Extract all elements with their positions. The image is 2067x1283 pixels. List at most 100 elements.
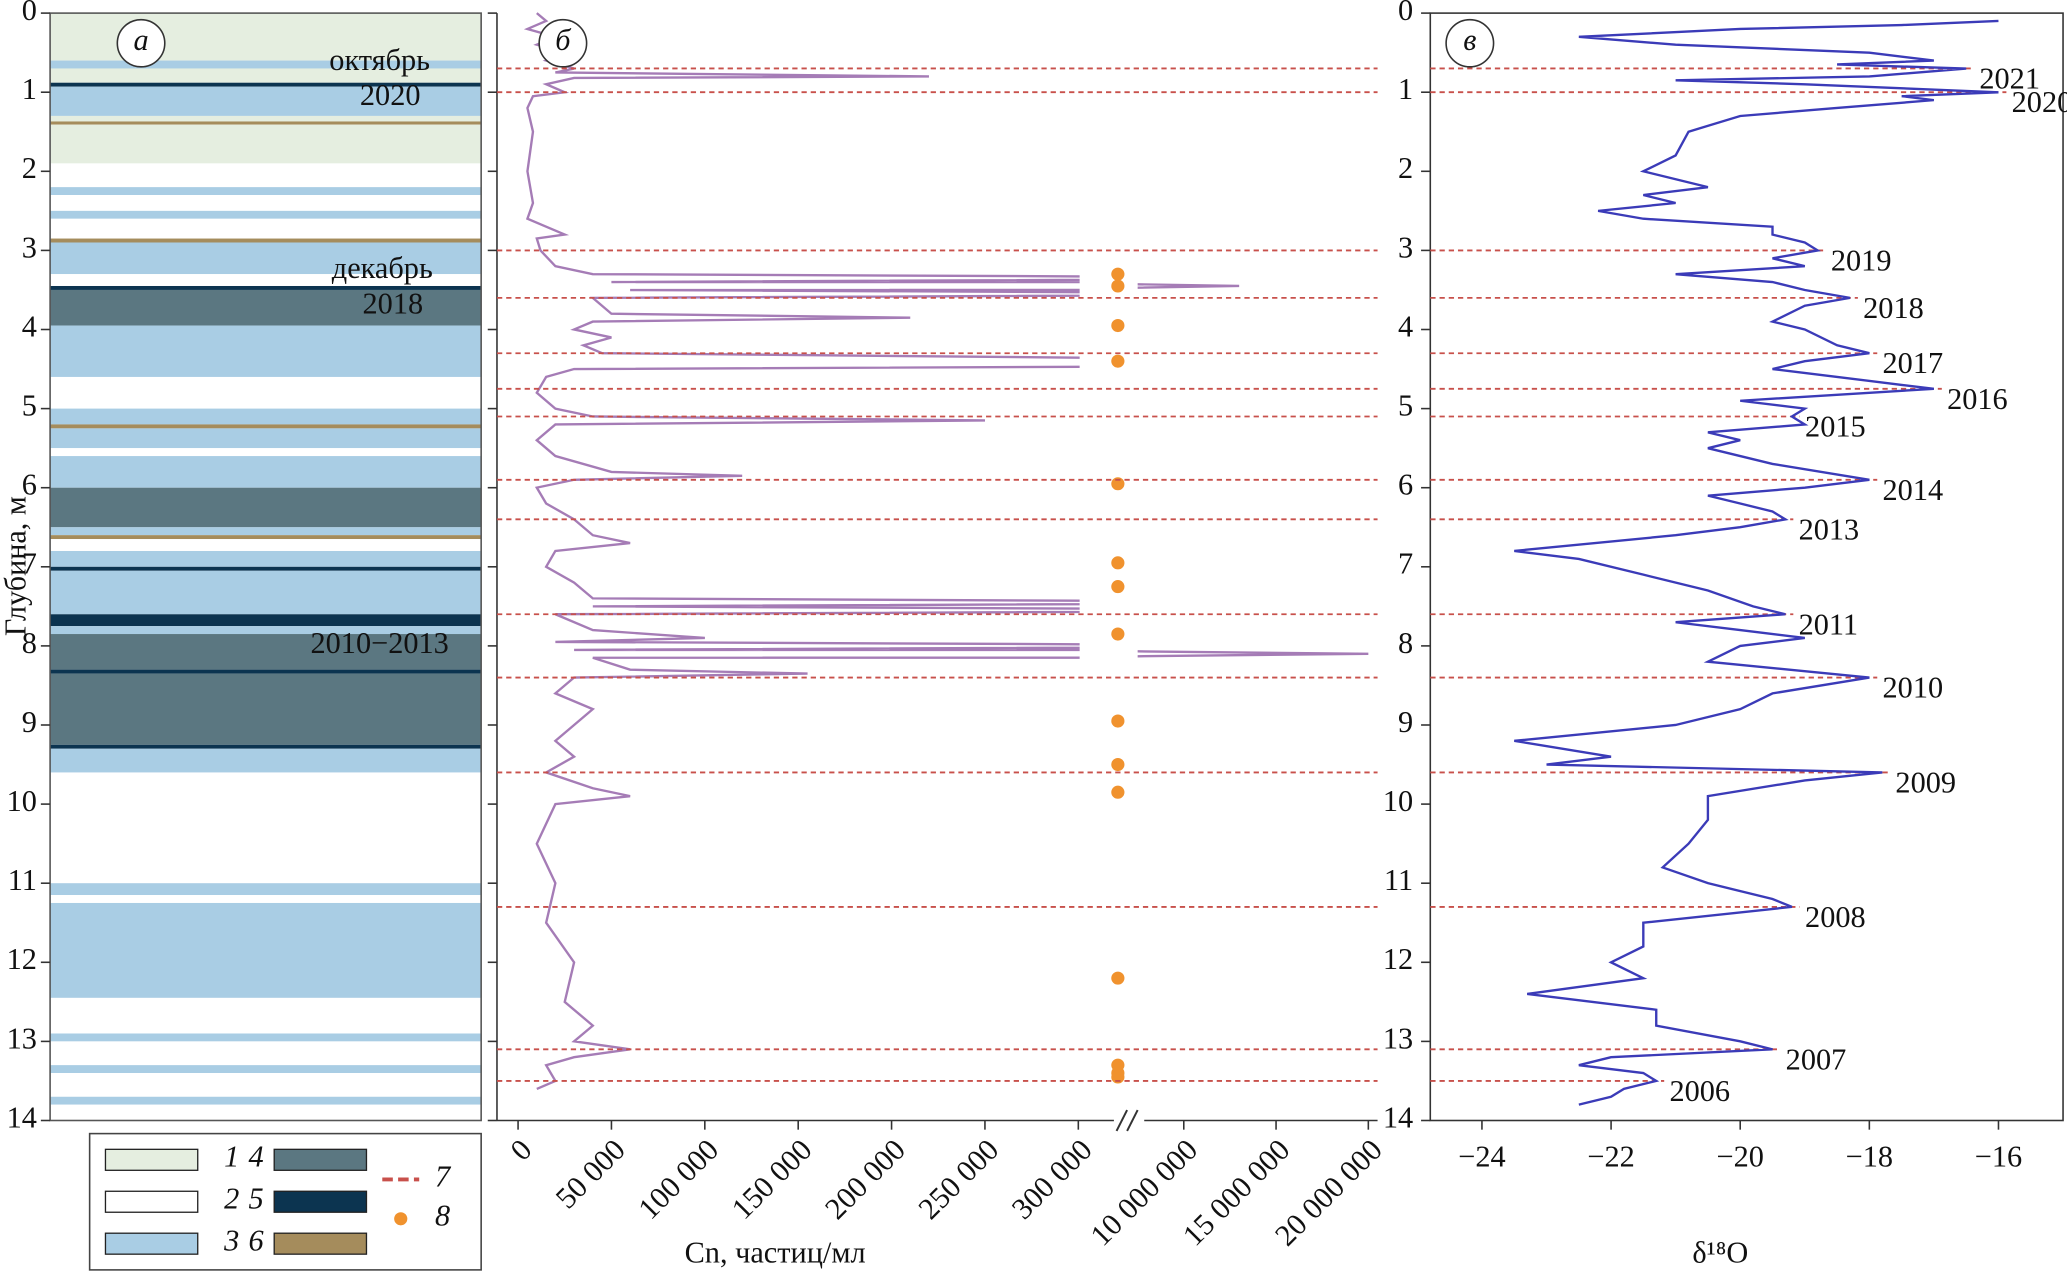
layer [50, 238, 482, 243]
annotation: 2010−2013 [310, 626, 448, 660]
layer [50, 614, 482, 627]
layer [50, 535, 482, 540]
y-tick-label: 14 [1383, 1100, 1413, 1134]
x-tick-label: 200 000 [818, 1133, 912, 1226]
sample-dot [1111, 627, 1125, 641]
x-tick-label: 50 000 [549, 1133, 632, 1216]
legend-label: 5 [248, 1182, 263, 1216]
layer [50, 902, 482, 998]
legend-swatch [104, 1148, 199, 1171]
sample-dot [1111, 714, 1125, 728]
y-tick-label: 5 [1398, 389, 1413, 423]
y-tick-label: 2 [1398, 151, 1413, 185]
legend-swatch [273, 1190, 368, 1213]
sample-dot [1111, 785, 1125, 799]
legend-dot [394, 1212, 408, 1226]
y-tick-label: 0 [22, 0, 37, 27]
layer [50, 115, 482, 122]
layer [50, 82, 482, 87]
sample-dot [1111, 477, 1125, 491]
year-label: 2020 [2012, 85, 2067, 119]
y-tick-label: 11 [1384, 863, 1413, 897]
year-label: 2008 [1805, 900, 1866, 934]
y-tick-label: 8 [22, 626, 37, 660]
layer [50, 121, 482, 125]
layer [50, 448, 482, 457]
x-axis-label: Cn, частиц/мл [685, 1235, 866, 1269]
layer [50, 124, 482, 164]
layer [50, 1065, 482, 1074]
layer [50, 527, 482, 536]
panel-letter-circle [1445, 18, 1495, 68]
y-tick-label: 8 [1398, 626, 1413, 660]
legend-swatch [273, 1148, 368, 1171]
legend-label: 8 [435, 1199, 450, 1233]
x-tick-label: 0 [504, 1133, 539, 1168]
layer [50, 289, 482, 326]
year-label: 2015 [1805, 410, 1866, 444]
layer [50, 408, 482, 425]
x-tick-label: −18 [1846, 1140, 1893, 1174]
year-label: 2007 [1786, 1042, 1847, 1076]
year-label: 2021 [1979, 62, 2040, 96]
sample-dot [1111, 318, 1125, 333]
layer [50, 1104, 482, 1121]
x-tick-label: 150 000 [725, 1133, 819, 1226]
layer [50, 772, 482, 884]
sample-dot [1111, 354, 1125, 368]
cn-line [523, 12, 1080, 1090]
layer [50, 187, 482, 196]
layer [50, 210, 482, 219]
legend-label: 7 [435, 1159, 452, 1193]
layer [50, 634, 482, 670]
layer [50, 487, 482, 528]
legend-label: 6 [248, 1224, 263, 1258]
y-tick-label: 10 [1383, 784, 1413, 818]
annotation: 2020 [360, 78, 421, 112]
axis-break [1126, 1109, 1139, 1132]
layer [50, 570, 482, 615]
y-tick-label: 12 [7, 942, 37, 976]
panel-letter: в [1463, 23, 1476, 57]
year-label: 2016 [1947, 382, 2008, 416]
layer [50, 376, 482, 409]
year-label: 2019 [1831, 244, 1892, 278]
layer [50, 1041, 482, 1066]
year-label: 2018 [1863, 291, 1924, 325]
layer [50, 1096, 482, 1105]
layer [50, 60, 482, 69]
d18o-line [1514, 19, 1999, 1106]
layer [50, 669, 482, 674]
cn-line-upper [1137, 283, 1369, 658]
annotation: октябрь [329, 43, 430, 77]
layer [50, 428, 482, 449]
layer [50, 218, 482, 239]
sample-dot [1111, 556, 1125, 570]
y-tick-label: 1 [22, 72, 37, 106]
panel-letter: а [133, 23, 148, 57]
y-tick-label: 6 [1398, 468, 1413, 502]
legend-swatch [104, 1232, 199, 1255]
annotation: декабрь [332, 251, 433, 285]
legend-swatch [104, 1190, 199, 1213]
layer [50, 274, 482, 286]
y-tick-label: 13 [7, 1021, 37, 1055]
y-tick-label: 4 [22, 309, 37, 343]
axis-break [1115, 1109, 1128, 1132]
layer [50, 163, 482, 188]
year-label: 2017 [1883, 346, 1944, 380]
panel-letter-circle [116, 18, 166, 68]
x-tick-label: 100 000 [631, 1133, 725, 1226]
layer [50, 456, 482, 488]
layer [50, 997, 482, 1034]
layer [50, 895, 482, 903]
layer [50, 550, 482, 567]
layer [50, 673, 482, 745]
sample-dot [1111, 267, 1125, 281]
y-tick-label: 11 [8, 863, 37, 897]
x-tick-label: 300 000 [1005, 1133, 1099, 1226]
legend-label: 4 [248, 1140, 263, 1174]
legend-label: 1 [224, 1140, 239, 1174]
layer [50, 1033, 482, 1042]
